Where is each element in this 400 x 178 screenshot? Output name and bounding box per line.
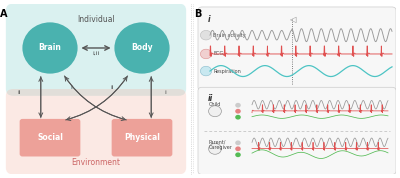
Circle shape	[235, 115, 241, 120]
Text: ii: ii	[111, 85, 114, 90]
FancyBboxPatch shape	[112, 119, 172, 156]
Text: Child: Child	[208, 102, 221, 107]
Text: Body: Body	[131, 43, 153, 53]
Text: Environment: Environment	[72, 158, 120, 167]
Text: i: i	[164, 90, 166, 95]
Text: Social: Social	[37, 133, 63, 142]
Circle shape	[114, 22, 170, 74]
Text: Physical: Physical	[124, 133, 160, 142]
Circle shape	[235, 103, 241, 108]
Circle shape	[209, 143, 222, 154]
Text: Respiration: Respiration	[213, 69, 241, 74]
Text: Brain: Brain	[38, 43, 62, 53]
Text: ii: ii	[208, 95, 213, 103]
FancyBboxPatch shape	[6, 89, 186, 174]
FancyBboxPatch shape	[198, 87, 396, 174]
Circle shape	[200, 66, 212, 76]
Text: i: i	[208, 15, 211, 24]
Circle shape	[235, 152, 241, 157]
Text: Parent/
Caregiver: Parent/ Caregiver	[208, 139, 232, 150]
Text: ii: ii	[17, 90, 20, 95]
FancyBboxPatch shape	[6, 4, 186, 96]
Text: i,ii: i,ii	[92, 51, 100, 56]
FancyBboxPatch shape	[20, 119, 80, 156]
Circle shape	[235, 146, 241, 151]
Circle shape	[22, 22, 78, 74]
Circle shape	[200, 49, 212, 59]
Text: Individual: Individual	[77, 15, 115, 24]
Text: ECG: ECG	[213, 51, 223, 56]
FancyBboxPatch shape	[198, 7, 396, 91]
Circle shape	[209, 106, 222, 117]
Text: ◁: ◁	[289, 15, 295, 24]
Circle shape	[235, 109, 241, 114]
Text: B: B	[194, 9, 201, 19]
Text: A: A	[0, 9, 8, 19]
Text: i: i	[70, 85, 72, 90]
Text: Brain activity: Brain activity	[213, 33, 246, 38]
Circle shape	[200, 30, 212, 40]
Circle shape	[235, 140, 241, 145]
